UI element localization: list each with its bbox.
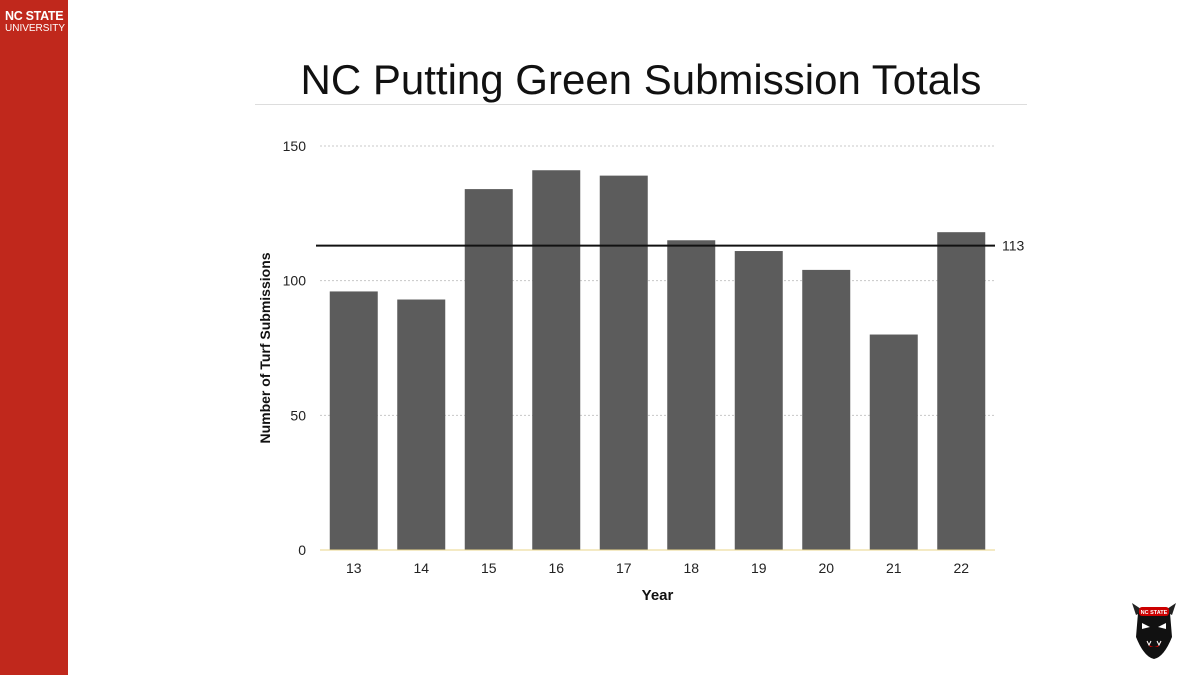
x-tick-label: 14 (413, 560, 429, 576)
y-tick-label: 0 (298, 542, 306, 558)
x-tick-label: 15 (481, 560, 497, 576)
bar-13 (329, 291, 378, 550)
x-axis-title: Year (642, 587, 674, 604)
x-tick-label: 17 (616, 560, 632, 576)
x-tick-label: 13 (346, 560, 362, 576)
y-tick-label: 150 (283, 138, 307, 154)
bar-22 (937, 232, 986, 551)
y-tick-label: 50 (290, 407, 306, 423)
bar-15 (464, 189, 513, 551)
bar-21 (869, 334, 918, 550)
x-tick-label: 22 (953, 560, 969, 576)
svg-text:NC STATE: NC STATE (1141, 610, 1168, 616)
y-tick-label: 100 (283, 273, 307, 289)
x-tick-label: 20 (818, 560, 834, 576)
average-line-label: 113 (1002, 238, 1025, 254)
bar-19 (734, 251, 783, 551)
chart-title: NC Putting Green Submission Totals (300, 56, 982, 103)
y-axis-title: Number of Turf Submissions (257, 252, 273, 443)
bar-14 (397, 299, 446, 550)
bar-20 (802, 269, 851, 550)
wolf-mascot-icon: NC STATE (1132, 603, 1176, 659)
logo-line2: UNIVERSITY (5, 22, 66, 34)
x-tick-label: 18 (683, 560, 699, 576)
x-tick-label: 19 (751, 560, 767, 576)
x-tick-label: 16 (548, 560, 564, 576)
ncstate-logo: NC STATE UNIVERSITY (5, 10, 65, 34)
brand-sidebar: NC STATE UNIVERSITY (0, 0, 68, 675)
bar-18 (667, 240, 716, 550)
title-divider (255, 104, 1027, 105)
bar-16 (532, 170, 581, 551)
x-tick-label: 21 (886, 560, 902, 576)
logo-line1: NC STATE (5, 9, 64, 23)
bar-17 (599, 175, 648, 551)
